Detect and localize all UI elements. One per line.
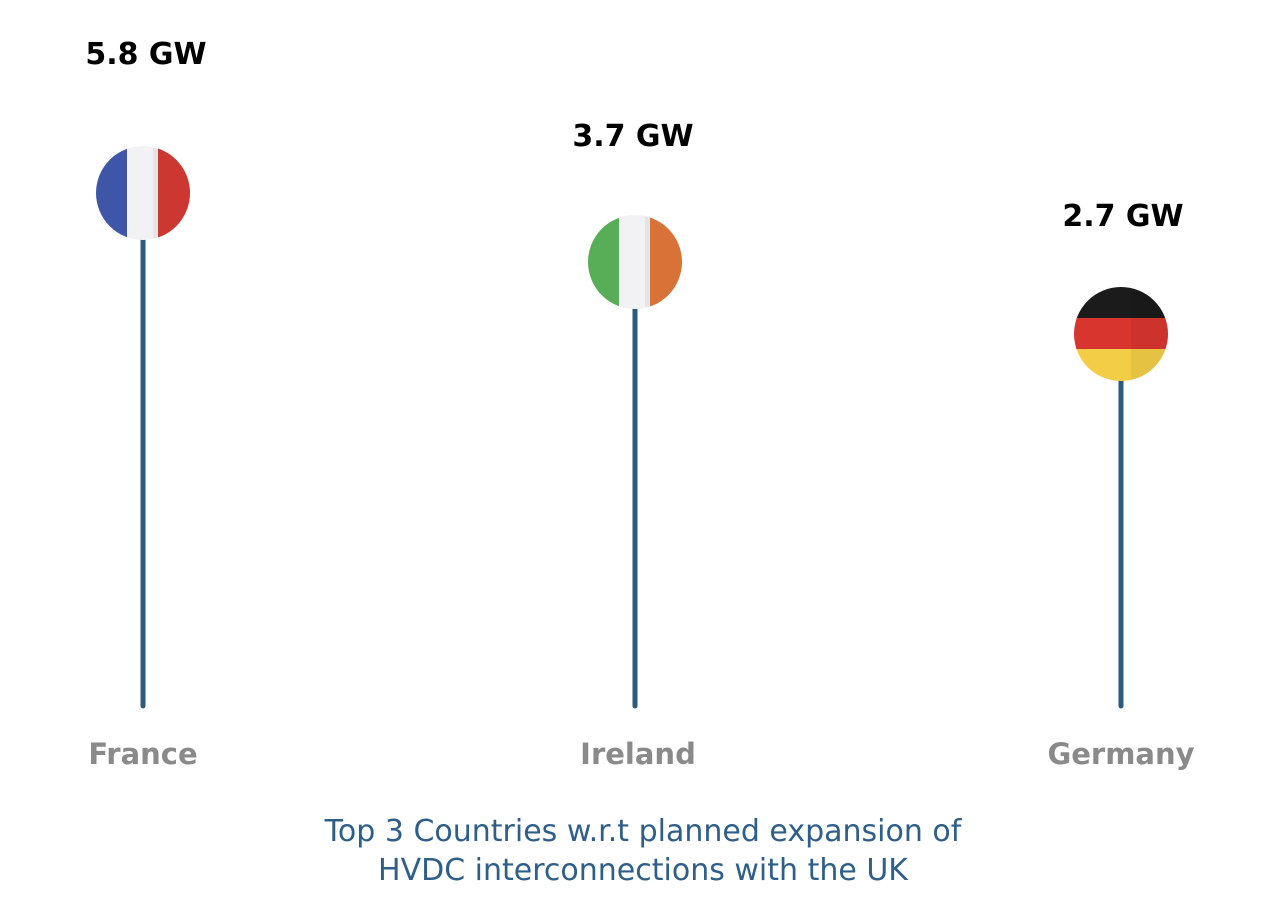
flag-ireland-icon	[588, 215, 682, 309]
category-label-germany: Germany	[1047, 737, 1194, 771]
value-label-ireland: 3.7 GW	[572, 119, 693, 154]
caption-line-1: Top 3 Countries w.r.t planned expansion …	[324, 814, 962, 849]
value-label-germany: 2.7 GW	[1062, 199, 1183, 234]
flag-germany-icon	[1074, 287, 1168, 381]
category-label-france: France	[88, 737, 197, 771]
lollipop-france: 5.8 GW France	[85, 37, 206, 771]
lollipop-ireland: 3.7 GW Ireland	[572, 119, 696, 771]
category-label-ireland: Ireland	[580, 737, 696, 771]
caption-line-2: HVDC interconnections with the UK	[378, 853, 908, 888]
value-label-france: 5.8 GW	[85, 37, 206, 72]
lollipop-germany: 2.7 GW Germany	[1047, 199, 1194, 771]
chart-caption: Top 3 Countries w.r.t planned expansion …	[0, 812, 1286, 890]
flag-france-icon	[96, 146, 190, 240]
